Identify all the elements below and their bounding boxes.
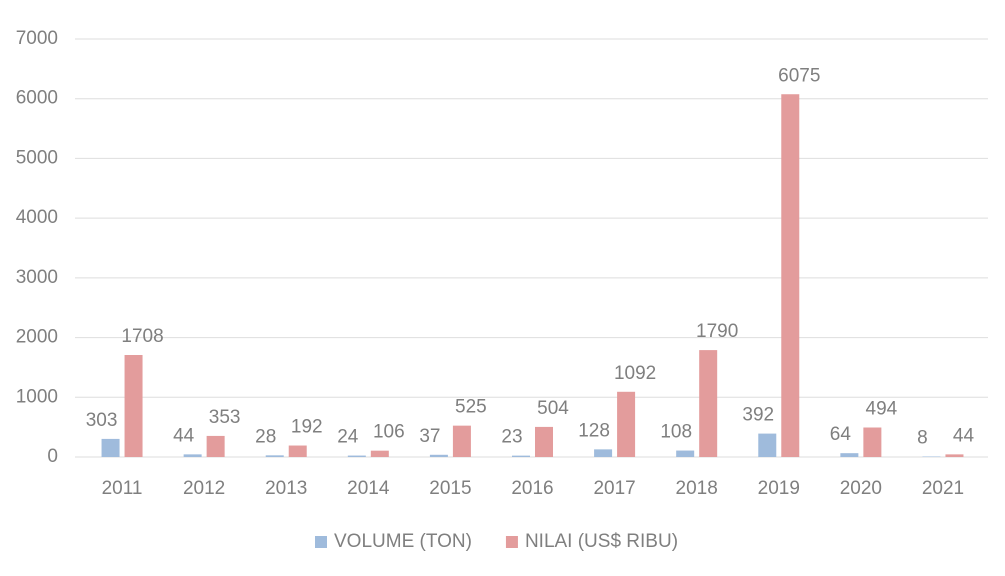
- bar: [266, 455, 284, 457]
- bar: [617, 392, 635, 457]
- data-label: 1708: [121, 326, 163, 347]
- data-label: 128: [578, 420, 610, 441]
- y-tick-label: 7000: [16, 28, 58, 49]
- bar: [699, 350, 717, 457]
- data-label: 525: [455, 397, 487, 418]
- x-tick-label: 2020: [840, 478, 882, 499]
- data-label: 8: [917, 428, 928, 449]
- bar: [289, 446, 307, 457]
- bar: [535, 427, 553, 457]
- bar: [125, 355, 143, 457]
- data-label: 1092: [614, 363, 656, 384]
- data-label: 23: [501, 427, 522, 448]
- bar: [840, 453, 858, 457]
- bar: [512, 456, 530, 457]
- data-label: 24: [337, 427, 359, 448]
- data-label: 44: [173, 425, 195, 446]
- y-tick-label: 6000: [16, 88, 58, 109]
- y-tick-label: 5000: [16, 147, 58, 168]
- x-tick-label: 2013: [265, 478, 307, 499]
- x-tick-label: 2017: [593, 478, 635, 499]
- data-label: 1790: [696, 321, 738, 342]
- data-label: 392: [742, 405, 774, 426]
- bar: [758, 434, 776, 457]
- data-label: 108: [660, 422, 692, 443]
- y-tick-label: 2000: [16, 327, 58, 348]
- bar: [863, 428, 881, 457]
- bar: [348, 456, 366, 457]
- x-tick-label: 2011: [102, 478, 143, 499]
- x-tick-label: 2012: [183, 478, 225, 499]
- data-label: 192: [291, 417, 323, 438]
- chart: 0 1000 2000 3000 4000 5000 6000 7000 2011 303 1708…: [0, 0, 1005, 576]
- x-tick-label: 2019: [758, 478, 800, 499]
- data-label: 106: [373, 422, 405, 443]
- y-tick-label: 3000: [16, 267, 58, 288]
- bar: [102, 439, 120, 457]
- bar: [184, 454, 202, 457]
- bar: [945, 454, 963, 457]
- y-tick-label: 1000: [16, 386, 58, 407]
- y-tick-label: 0: [47, 446, 58, 467]
- legend-label: NILAI (US$ RIBU): [525, 531, 678, 552]
- data-label: 37: [419, 426, 440, 447]
- data-label: 494: [866, 399, 898, 420]
- data-label: 44: [953, 425, 975, 446]
- data-label: 303: [86, 410, 118, 431]
- bar: [781, 94, 799, 457]
- bar: [453, 426, 471, 457]
- x-tick-label: 2016: [511, 478, 553, 499]
- bar: [594, 449, 612, 457]
- bar: [371, 451, 389, 457]
- data-label: 28: [255, 426, 276, 447]
- legend-marker: [315, 536, 327, 548]
- legend-marker: [506, 536, 518, 548]
- y-tick-label: 4000: [16, 207, 58, 228]
- legend-label: VOLUME (TON): [334, 531, 472, 552]
- x-tick-label: 2021: [922, 478, 964, 499]
- data-label: 504: [537, 398, 569, 419]
- bar: [207, 436, 225, 457]
- x-tick-label: 2015: [429, 478, 471, 499]
- data-label: 353: [209, 407, 241, 428]
- bar: [676, 451, 694, 457]
- x-tick-label: 2014: [347, 478, 390, 499]
- data-label: 6075: [778, 65, 820, 86]
- data-label: 64: [830, 424, 852, 445]
- x-tick-label: 2018: [676, 478, 718, 499]
- bar: [430, 455, 448, 457]
